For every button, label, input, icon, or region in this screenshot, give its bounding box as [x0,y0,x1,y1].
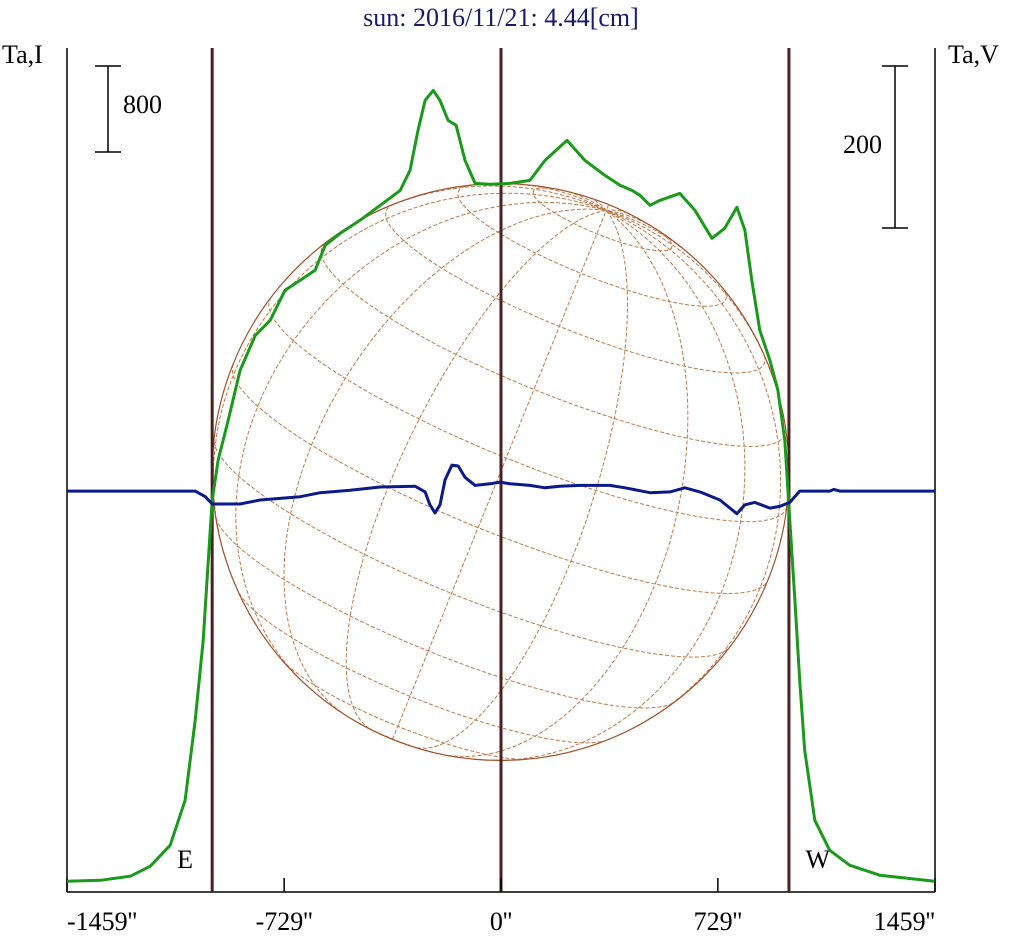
x-tick-label: 0'' [490,907,512,936]
disk-grid-line [605,204,609,211]
disk-grid-line [605,210,782,728]
disk-grid-line [532,187,673,252]
disk-grid-line [392,210,607,740]
x-tick-label: 729'' [694,907,742,936]
chart-title: sun: 2016/11/21: 4.44[cm] [363,3,639,32]
disk-grid-line [212,192,607,562]
scale-bar-label: 200 [843,130,882,159]
data-line [67,463,935,516]
x-tick-label: -729'' [256,907,313,936]
disk-grid-line [215,517,674,709]
data-line [66,88,935,883]
disk-grid-line [283,208,607,713]
scale-bar-label: 800 [123,90,162,119]
disk-grid-line [213,441,729,658]
disk-grid-line [238,593,605,744]
disk-grid-line [447,210,689,758]
x-tick-label: -1459'' [67,907,137,936]
y-axis-label: Ta,I [2,40,43,69]
disk-grid-line [416,210,629,749]
x-tick-label: 1459'' [874,907,935,936]
disk-grid-line [457,184,727,307]
annotation: W [806,845,831,874]
y2-axis-label: Ta,V [948,40,999,69]
annotation: E [177,845,193,874]
disk-grid-line [345,210,607,729]
